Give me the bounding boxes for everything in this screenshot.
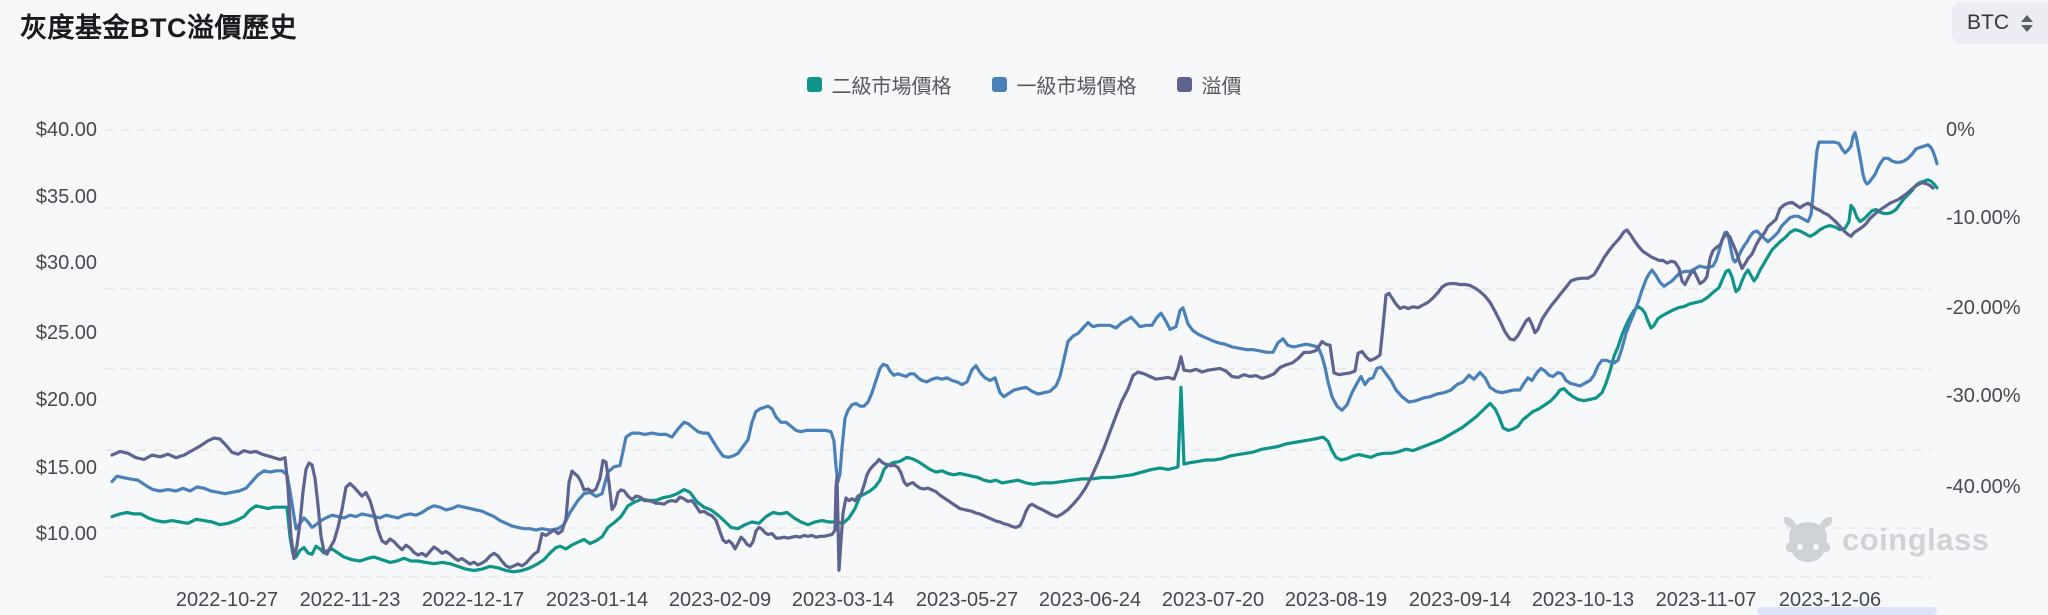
x-axis-tick: 2023-02-09 xyxy=(668,589,772,611)
y-axis-left-tick: $35.00 xyxy=(35,186,97,208)
x-axis-tick: 2022-11-23 xyxy=(299,589,401,611)
y-axis-right-tick: -20.00% xyxy=(1946,297,2021,319)
x-axis-tick: 2023-01-14 xyxy=(545,589,649,611)
legend-swatch-blue-icon xyxy=(991,77,1007,92)
x-axis-tick: 2022-10-27 xyxy=(175,589,279,611)
x-axis-tick: 2023-10-13 xyxy=(1531,589,1635,611)
x-axis-tick: 2023-09-14 xyxy=(1408,589,1512,611)
x-axis-tick: 2023-05-27 xyxy=(915,589,1019,611)
series-line-一級市場價格 xyxy=(110,131,1939,532)
y-axis-right-tick: -30.00% xyxy=(1946,385,2021,407)
asset-selector-value: BTC xyxy=(1967,11,2009,34)
y-axis-right-tick: -10.00% xyxy=(1946,207,2021,229)
chart-legend: 二級市場價格 一級市場價格 溢價 xyxy=(0,70,2048,99)
x-axis-tick: 2023-07-20 xyxy=(1161,589,1265,611)
y-axis-left-tick: $15.00 xyxy=(35,457,97,479)
coinglass-watermark: coinglass xyxy=(1782,516,1990,564)
y-axis-right-tick: -40.00% xyxy=(1946,476,2021,498)
legend-label: 溢價 xyxy=(1201,76,1242,98)
y-axis-left-tick: $20.00 xyxy=(35,389,97,411)
y-axis-left-tick: $30.00 xyxy=(35,252,97,274)
x-axis-tick: 2023-06-24 xyxy=(1038,589,1142,611)
coinglass-wordmark: coinglass xyxy=(1842,522,1990,557)
coinglass-bull-icon xyxy=(1783,517,1833,562)
legend-label: 二級市場價格 xyxy=(831,76,952,98)
legend-item-premium[interactable]: 溢價 xyxy=(1176,70,1242,99)
legend-swatch-teal-icon xyxy=(806,77,822,92)
x-axis-tick: 2023-11-07 xyxy=(1655,589,1757,611)
x-axis-tick: 2023-08-19 xyxy=(1284,589,1388,611)
horizontal-scrollbar-thumb[interactable] xyxy=(1757,607,1937,615)
series-line-二級市場價格 xyxy=(110,178,1939,574)
page-title: 灰度基金BTC溢價歷史 xyxy=(20,13,297,43)
legend-item-primary-market[interactable]: 一級市場價格 xyxy=(991,70,1137,99)
legend-label: 一級市場價格 xyxy=(1016,76,1137,98)
x-axis-tick: 2023-03-14 xyxy=(791,589,895,611)
x-axis-tick: 2022-12-17 xyxy=(421,589,525,611)
y-axis-left-tick: $10.00 xyxy=(35,523,97,545)
y-axis-left-tick: $40.00 xyxy=(35,119,97,141)
y-axis-left-tick: $25.00 xyxy=(35,322,97,344)
updown-chevron-icon xyxy=(2021,14,2033,32)
y-axis-right-tick: 0% xyxy=(1946,119,1975,141)
x-axis-tick: 2023-12-06 xyxy=(1778,589,1882,611)
legend-item-secondary-market[interactable]: 二級市場價格 xyxy=(806,70,952,99)
series-line-溢價 xyxy=(110,181,1935,572)
asset-selector[interactable]: BTC xyxy=(1952,2,2048,44)
legend-swatch-purple-icon xyxy=(1176,77,1192,92)
